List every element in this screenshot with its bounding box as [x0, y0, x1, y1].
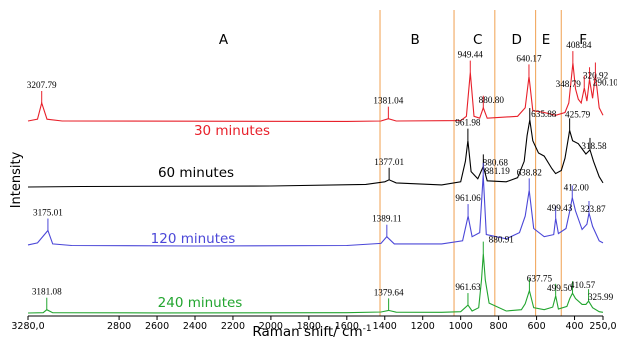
x-tick-label-5: 2000 [259, 321, 283, 332]
x-tick-label-9: 1200 [411, 321, 435, 332]
peak-label-20: 499.43 [547, 203, 573, 213]
x-tick-label-13: 400 [565, 321, 583, 332]
x-tick-label-14: 250,0 [589, 321, 616, 332]
peak-label-30: 325.99 [588, 292, 614, 302]
peak-label-22: 323.87 [580, 204, 606, 214]
peak-label-24: 1379.64 [374, 287, 404, 297]
series-label-1: 60 minutes [158, 165, 234, 181]
peak-label-23: 3181.08 [32, 287, 62, 297]
region-label-f: F [579, 32, 587, 48]
peak-label-27: 637.75 [527, 274, 553, 284]
x-tick-label-10: 1000 [449, 321, 473, 332]
peak-label-1: 1381.04 [373, 96, 403, 106]
peak-label-28: 499.50 [547, 283, 573, 293]
region-label-e: E [542, 32, 551, 48]
x-tick-label-11: 800 [490, 321, 508, 332]
peak-label-7: 320.92 [583, 70, 609, 80]
peak-label-6: 348.79 [556, 79, 582, 89]
x-tick-label-4: 2200 [221, 321, 245, 332]
x-tick-label-2: 2600 [145, 321, 169, 332]
series-line-2 [27, 174, 604, 247]
region-label-c: C [473, 32, 482, 48]
x-tick-label-8: 1400 [373, 321, 397, 332]
y-axis-label: Intensity [9, 151, 24, 208]
peak-label-11: 880.68 [483, 157, 509, 167]
peak-label-14: 318.58 [581, 141, 607, 151]
peak-label-29: 410.57 [570, 280, 596, 290]
region-label-b: B [410, 32, 419, 48]
peak-label-9: 1377.01 [374, 157, 404, 167]
peak-label-17: 961.06 [455, 193, 481, 203]
peak-label-0: 3207.79 [27, 80, 57, 90]
peak-label-18: 881.19 [485, 166, 511, 176]
x-axis: 3280,0 2800 2600 2400 2200 2000 1800 1600 1400 12… [11, 315, 617, 332]
peak-label-25: 961.63 [455, 282, 481, 292]
peak-label-26: 880.91 [489, 235, 515, 245]
peak-label-15: 3175.01 [33, 208, 63, 218]
series-line-1 [27, 119, 604, 188]
peak-label-19: 638.82 [517, 167, 543, 177]
region-dividers: A B C D E F [219, 10, 587, 316]
peak-label-4: 640.17 [516, 53, 542, 63]
x-axis-label-text: Raman shift/ cm [252, 324, 362, 340]
series-label-3: 240 minutes [158, 295, 243, 311]
spectra-series: 30 minutes 60 minutes 120 minutes 240 minut… [27, 63, 604, 314]
series-label-0: 30 minutes [194, 123, 270, 139]
peak-label-2: 949.44 [458, 50, 484, 60]
x-tick-label-1: 2800 [107, 321, 131, 332]
x-axis-label: Raman shift/ cm-1 [252, 324, 371, 340]
peak-label-8: 290.10 [593, 78, 617, 88]
peak-label-12: 635.88 [531, 109, 557, 119]
x-tick-label-7: 1600 [335, 321, 359, 332]
series-line-0 [27, 63, 604, 122]
peak-label-10: 961.98 [455, 118, 481, 128]
peak-annotations: 3207.79 1381.04 949.44 880.80 640.17 408.84 34… [27, 40, 617, 311]
peak-label-13: 425.79 [565, 109, 591, 119]
peak-label-5: 408.84 [566, 40, 592, 50]
series-label-2: 120 minutes [151, 231, 236, 247]
series-line-3 [27, 253, 604, 314]
x-tick-label-6: 1800 [297, 321, 321, 332]
x-tick-label-12: 600 [528, 321, 546, 332]
region-label-a: A [219, 32, 229, 48]
region-label-d: D [511, 32, 521, 48]
peak-label-16: 1389.11 [372, 214, 402, 224]
peak-label-3: 880.80 [479, 95, 505, 105]
x-tick-label-0: 3280,0 [11, 321, 44, 332]
x-tick-label-3: 2400 [183, 321, 207, 332]
x-axis-label-superscript: -1 [363, 324, 372, 334]
peak-label-21: 412.00 [564, 183, 590, 193]
